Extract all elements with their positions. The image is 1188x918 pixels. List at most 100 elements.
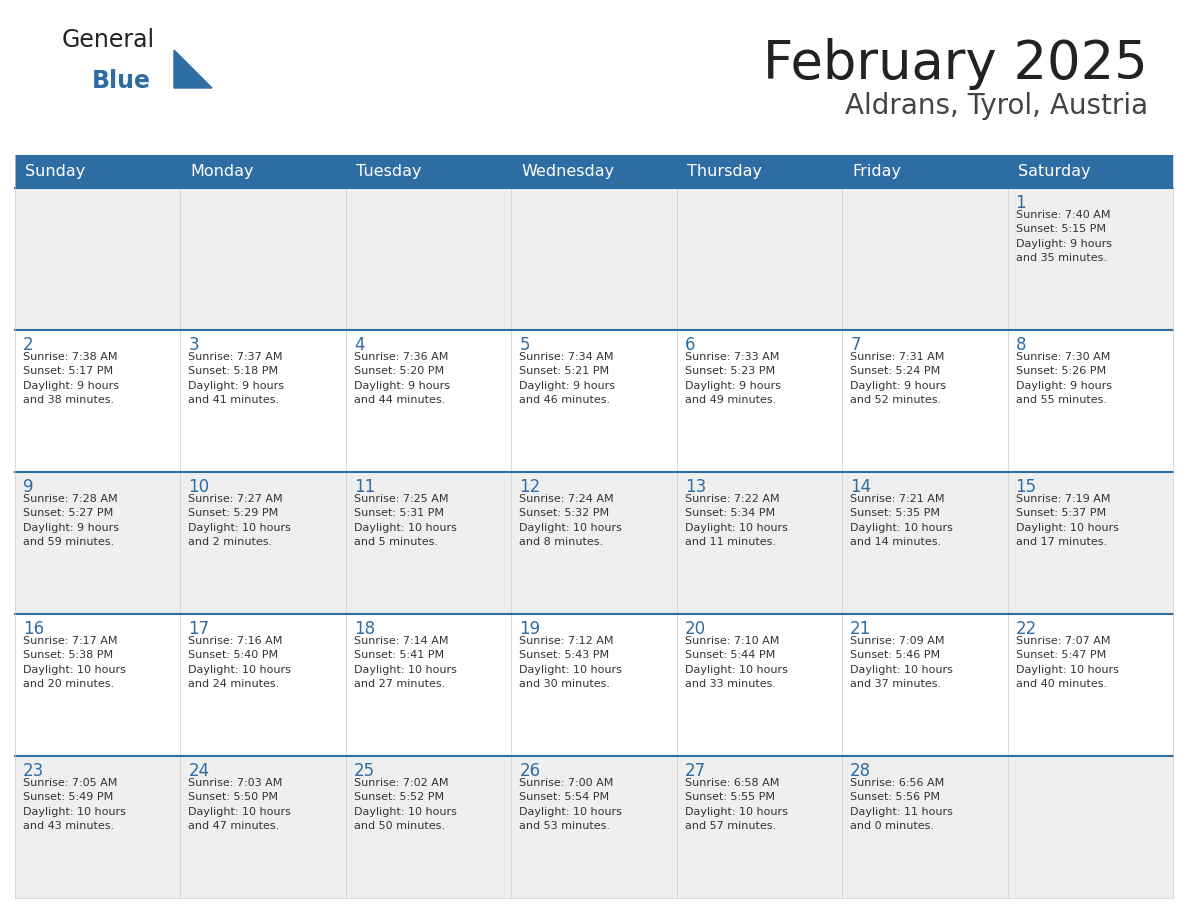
Text: 14: 14 [851,478,871,496]
Bar [346,330,511,472]
Text: Sunrise: 7:37 AM
Sunset: 5:18 PM
Daylight: 9 hours
and 41 minutes.: Sunrise: 7:37 AM Sunset: 5:18 PM Dayligh… [189,352,284,405]
Text: 20: 20 [684,620,706,638]
Bar [842,756,1007,898]
Bar [1007,614,1173,756]
Bar [181,188,346,330]
Bar [15,472,181,614]
Bar [15,155,181,188]
Text: 18: 18 [354,620,375,638]
Bar [181,155,346,188]
Text: Sunrise: 7:38 AM
Sunset: 5:17 PM
Daylight: 9 hours
and 38 minutes.: Sunrise: 7:38 AM Sunset: 5:17 PM Dayligh… [23,352,119,405]
Bar [842,472,1007,614]
Bar [346,614,511,756]
Bar [1007,472,1173,614]
Text: Sunrise: 7:33 AM
Sunset: 5:23 PM
Daylight: 9 hours
and 49 minutes.: Sunrise: 7:33 AM Sunset: 5:23 PM Dayligh… [684,352,781,405]
Text: 23: 23 [23,762,44,780]
Text: General: General [62,28,156,52]
Bar [511,330,677,472]
Text: Sunrise: 7:17 AM
Sunset: 5:38 PM
Daylight: 10 hours
and 20 minutes.: Sunrise: 7:17 AM Sunset: 5:38 PM Dayligh… [23,636,126,689]
Text: Blue: Blue [91,69,151,93]
Text: 6: 6 [684,336,695,354]
Text: 9: 9 [23,478,33,496]
Text: Sunrise: 7:36 AM
Sunset: 5:20 PM
Daylight: 9 hours
and 44 minutes.: Sunrise: 7:36 AM Sunset: 5:20 PM Dayligh… [354,352,450,405]
Bar [677,472,842,614]
Bar [346,188,511,330]
Bar [677,155,842,188]
Text: 21: 21 [851,620,871,638]
Text: Sunrise: 7:25 AM
Sunset: 5:31 PM
Daylight: 10 hours
and 5 minutes.: Sunrise: 7:25 AM Sunset: 5:31 PM Dayligh… [354,494,456,547]
Text: Sunrise: 7:30 AM
Sunset: 5:26 PM
Daylight: 9 hours
and 55 minutes.: Sunrise: 7:30 AM Sunset: 5:26 PM Dayligh… [1016,352,1112,405]
Text: 7: 7 [851,336,860,354]
Text: 4: 4 [354,336,365,354]
Text: Sunrise: 7:02 AM
Sunset: 5:52 PM
Daylight: 10 hours
and 50 minutes.: Sunrise: 7:02 AM Sunset: 5:52 PM Dayligh… [354,778,456,831]
Bar [1007,756,1173,898]
Text: 26: 26 [519,762,541,780]
Text: Sunrise: 7:24 AM
Sunset: 5:32 PM
Daylight: 10 hours
and 8 minutes.: Sunrise: 7:24 AM Sunset: 5:32 PM Dayligh… [519,494,623,547]
Bar [181,330,346,472]
Text: Sunrise: 6:58 AM
Sunset: 5:55 PM
Daylight: 10 hours
and 57 minutes.: Sunrise: 6:58 AM Sunset: 5:55 PM Dayligh… [684,778,788,831]
Bar [346,472,511,614]
Bar [181,756,346,898]
Bar [346,155,511,188]
Text: Sunrise: 7:10 AM
Sunset: 5:44 PM
Daylight: 10 hours
and 33 minutes.: Sunrise: 7:10 AM Sunset: 5:44 PM Dayligh… [684,636,788,689]
Text: Sunrise: 7:31 AM
Sunset: 5:24 PM
Daylight: 9 hours
and 52 minutes.: Sunrise: 7:31 AM Sunset: 5:24 PM Dayligh… [851,352,946,405]
Bar [15,330,181,472]
Text: Sunrise: 7:00 AM
Sunset: 5:54 PM
Daylight: 10 hours
and 53 minutes.: Sunrise: 7:00 AM Sunset: 5:54 PM Dayligh… [519,778,623,831]
Bar [842,614,1007,756]
Text: Sunrise: 7:05 AM
Sunset: 5:49 PM
Daylight: 10 hours
and 43 minutes.: Sunrise: 7:05 AM Sunset: 5:49 PM Dayligh… [23,778,126,831]
Text: 22: 22 [1016,620,1037,638]
Text: Aldrans, Tyrol, Austria: Aldrans, Tyrol, Austria [845,92,1148,120]
Text: Sunrise: 7:27 AM
Sunset: 5:29 PM
Daylight: 10 hours
and 2 minutes.: Sunrise: 7:27 AM Sunset: 5:29 PM Dayligh… [189,494,291,547]
Text: 1: 1 [1016,194,1026,212]
Text: Sunrise: 7:40 AM
Sunset: 5:15 PM
Daylight: 9 hours
and 35 minutes.: Sunrise: 7:40 AM Sunset: 5:15 PM Dayligh… [1016,210,1112,263]
Bar [1007,155,1173,188]
Bar [842,188,1007,330]
Text: Thursday: Thursday [687,164,762,179]
Bar [511,155,677,188]
Bar [677,614,842,756]
Text: 16: 16 [23,620,44,638]
Bar [511,472,677,614]
Text: Sunrise: 7:34 AM
Sunset: 5:21 PM
Daylight: 9 hours
and 46 minutes.: Sunrise: 7:34 AM Sunset: 5:21 PM Dayligh… [519,352,615,405]
Text: Sunrise: 7:21 AM
Sunset: 5:35 PM
Daylight: 10 hours
and 14 minutes.: Sunrise: 7:21 AM Sunset: 5:35 PM Dayligh… [851,494,953,547]
Text: 24: 24 [189,762,209,780]
Bar [181,472,346,614]
Text: Sunrise: 7:14 AM
Sunset: 5:41 PM
Daylight: 10 hours
and 27 minutes.: Sunrise: 7:14 AM Sunset: 5:41 PM Dayligh… [354,636,456,689]
Text: Sunrise: 7:12 AM
Sunset: 5:43 PM
Daylight: 10 hours
and 30 minutes.: Sunrise: 7:12 AM Sunset: 5:43 PM Dayligh… [519,636,623,689]
Text: Sunrise: 6:56 AM
Sunset: 5:56 PM
Daylight: 11 hours
and 0 minutes.: Sunrise: 6:56 AM Sunset: 5:56 PM Dayligh… [851,778,953,831]
Text: Sunrise: 7:28 AM
Sunset: 5:27 PM
Daylight: 9 hours
and 59 minutes.: Sunrise: 7:28 AM Sunset: 5:27 PM Dayligh… [23,494,119,547]
Bar [346,756,511,898]
Bar [677,188,842,330]
Text: 3: 3 [189,336,200,354]
Bar [511,188,677,330]
Text: Saturday: Saturday [1018,164,1091,179]
Text: 28: 28 [851,762,871,780]
Bar [677,330,842,472]
Text: 11: 11 [354,478,375,496]
Bar [1007,188,1173,330]
Bar [511,756,677,898]
Polygon shape [173,50,211,88]
Bar [15,614,181,756]
Text: Sunrise: 7:22 AM
Sunset: 5:34 PM
Daylight: 10 hours
and 11 minutes.: Sunrise: 7:22 AM Sunset: 5:34 PM Dayligh… [684,494,788,547]
Text: Sunday: Sunday [25,164,86,179]
Text: Sunrise: 7:19 AM
Sunset: 5:37 PM
Daylight: 10 hours
and 17 minutes.: Sunrise: 7:19 AM Sunset: 5:37 PM Dayligh… [1016,494,1118,547]
Text: Friday: Friday [852,164,902,179]
Text: Sunrise: 7:16 AM
Sunset: 5:40 PM
Daylight: 10 hours
and 24 minutes.: Sunrise: 7:16 AM Sunset: 5:40 PM Dayligh… [189,636,291,689]
Text: February 2025: February 2025 [763,38,1148,90]
Text: 2: 2 [23,336,33,354]
Text: 25: 25 [354,762,375,780]
Bar [181,614,346,756]
Bar [677,756,842,898]
Text: 10: 10 [189,478,209,496]
Bar [511,614,677,756]
Text: 5: 5 [519,336,530,354]
Text: 8: 8 [1016,336,1026,354]
Text: 27: 27 [684,762,706,780]
Text: 17: 17 [189,620,209,638]
Bar [842,155,1007,188]
Bar [15,188,181,330]
Text: Tuesday: Tuesday [356,164,422,179]
Text: 15: 15 [1016,478,1037,496]
Text: 13: 13 [684,478,706,496]
